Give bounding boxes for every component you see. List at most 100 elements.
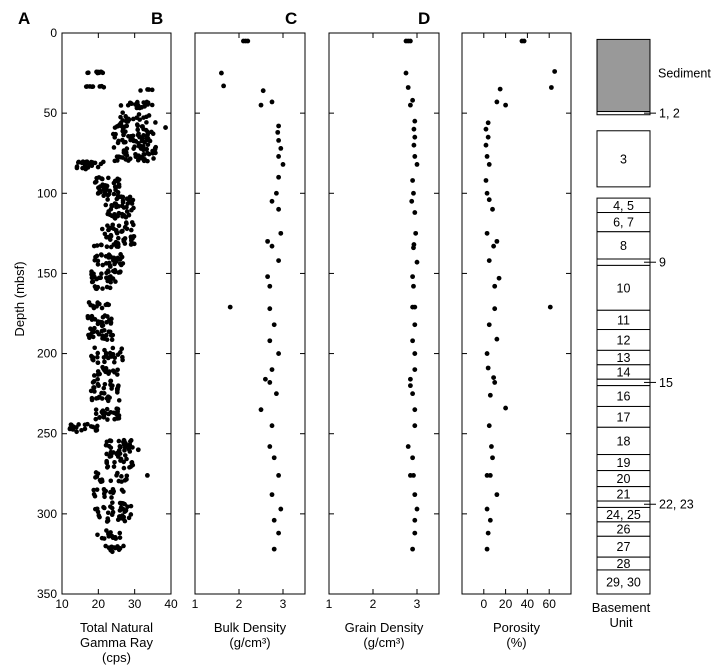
data-point xyxy=(494,238,500,244)
data-point xyxy=(135,127,141,132)
data-point xyxy=(412,118,418,124)
data-point xyxy=(120,155,125,160)
x-axis-label-line: (g/cm³) xyxy=(363,635,404,650)
data-point xyxy=(269,367,275,372)
data-point xyxy=(144,101,149,107)
data-point xyxy=(98,161,104,167)
panel-b: B 1 2 3 Bulk Density(g/cm³) xyxy=(151,9,306,650)
data-point xyxy=(126,197,131,202)
data-point xyxy=(116,235,121,241)
data-point xyxy=(90,334,96,340)
data-point xyxy=(485,530,491,536)
data-point xyxy=(90,380,96,385)
data-point xyxy=(96,175,102,180)
data-point xyxy=(265,274,270,280)
data-point xyxy=(88,326,93,331)
data-point xyxy=(88,159,94,165)
data-point xyxy=(548,85,554,90)
unit-box xyxy=(596,111,651,116)
data-point xyxy=(127,156,133,162)
data-point xyxy=(106,209,111,214)
data-point xyxy=(109,337,115,343)
data-point xyxy=(269,492,275,498)
data-point xyxy=(108,438,114,444)
data-point xyxy=(128,512,134,517)
data-point xyxy=(113,279,118,284)
unit-label: 24, 25 xyxy=(606,508,641,522)
data-point xyxy=(110,345,116,351)
data-point xyxy=(484,154,490,159)
unit-label: 9 xyxy=(659,256,666,270)
unit-label: 1, 2 xyxy=(659,107,680,121)
data-point xyxy=(131,222,136,228)
data-point xyxy=(95,258,101,264)
data-point xyxy=(494,99,500,105)
data-point xyxy=(95,164,101,170)
data-point xyxy=(100,314,106,320)
x-axis-label-line: Porosity xyxy=(493,620,540,635)
data-point xyxy=(99,479,105,484)
data-point xyxy=(486,162,492,167)
data-point xyxy=(103,369,108,375)
data-point xyxy=(492,306,498,312)
data-point xyxy=(106,302,112,308)
data-point xyxy=(271,322,277,328)
data-point xyxy=(91,243,97,249)
data-point xyxy=(408,376,413,382)
data-point xyxy=(412,304,418,310)
data-point xyxy=(102,488,107,494)
unit-label: 15 xyxy=(659,376,673,390)
data-point xyxy=(547,304,553,310)
data-point xyxy=(95,369,101,374)
data-point xyxy=(141,147,146,153)
data-point xyxy=(67,426,73,432)
data-point xyxy=(118,252,123,257)
data-point xyxy=(94,487,100,492)
data-point xyxy=(87,335,92,340)
data-point xyxy=(120,354,125,360)
data-point xyxy=(113,185,118,191)
data-point xyxy=(95,354,100,360)
data-point xyxy=(119,487,125,493)
data-point xyxy=(120,198,126,203)
data-point xyxy=(409,198,415,204)
unit-label: 28 xyxy=(617,557,631,571)
data-point xyxy=(105,355,111,361)
data-point xyxy=(115,190,121,195)
data-point xyxy=(414,259,420,265)
data-point xyxy=(108,320,114,325)
data-point xyxy=(149,102,155,108)
data-point xyxy=(412,134,418,140)
data-point xyxy=(104,332,109,338)
unit-label: 11 xyxy=(617,313,630,327)
data-point xyxy=(131,116,136,122)
data-point xyxy=(412,423,418,429)
plot-frame xyxy=(461,32,572,595)
data-point xyxy=(269,423,275,429)
data-point xyxy=(483,126,489,132)
data-point xyxy=(104,451,109,457)
x-axis-label-line: Total Natural xyxy=(80,620,153,635)
unit-label: 16 xyxy=(617,390,631,404)
data-point xyxy=(118,114,123,120)
data-point xyxy=(121,515,126,521)
data-point xyxy=(124,123,130,129)
data-point xyxy=(410,391,415,397)
data-point xyxy=(96,331,102,337)
data-point xyxy=(258,102,264,108)
unit-box xyxy=(596,569,651,595)
data-point xyxy=(149,87,155,93)
data-point xyxy=(110,500,115,505)
data-point xyxy=(121,459,126,465)
data-point xyxy=(117,530,123,536)
data-point xyxy=(122,224,128,230)
data-point xyxy=(121,441,127,447)
data-point xyxy=(484,506,490,512)
data-point xyxy=(276,137,281,143)
data-point xyxy=(116,448,122,453)
plot-frame xyxy=(61,32,172,595)
unit-box xyxy=(596,426,651,456)
data-point xyxy=(271,546,277,552)
